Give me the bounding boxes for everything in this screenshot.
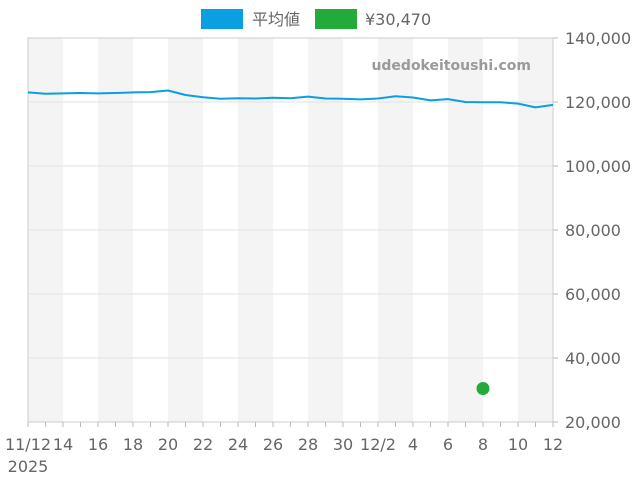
x-tick-label: 28 [298,435,318,454]
x-tick-label: 6 [443,435,453,454]
y-tick-label: 20,000 [565,413,621,432]
y-tick-label: 80,000 [565,221,621,240]
x-tick-label: 10 [508,435,528,454]
x-tick-label: 26 [263,435,283,454]
x-tick-label: 8 [478,435,488,454]
x-tick-label: 16 [88,435,108,454]
y-tick-label: 60,000 [565,285,621,304]
y-axis: 20,000 40,000 60,000 80,000 100,000 120,000 14… [553,29,631,432]
x-tick-label: 4 [408,435,418,454]
x-tick-label: 14 [53,435,73,454]
x-tick-label: 30 [333,435,353,454]
legend-swatch-average[interactable] [201,9,243,29]
y-tick-label: 100,000 [565,157,631,176]
x-tick-label: 12/2 [360,435,396,454]
average-price-line [27,89,554,109]
legend-label-price[interactable]: ¥30,470 [365,10,431,29]
legend-swatch-price[interactable] [315,9,357,29]
watermark-text: udedokeitoushi.com [371,58,531,74]
price-point [476,381,490,395]
x-tick-sublabel: 2025 [8,457,49,476]
legend[interactable]: 平均値 ¥30,470 [201,9,431,29]
x-tick-label: 24 [228,435,248,454]
x-tick-label: 18 [123,435,143,454]
x-tick-label: 22 [193,435,213,454]
y-tick-label: 120,000 [565,93,631,112]
x-tick-label: 20 [158,435,178,454]
x-tick-label: 12 [543,435,563,454]
series-layer [27,89,554,395]
legend-label-average[interactable]: 平均値 [252,10,300,29]
y-tick-label: 140,000 [565,29,631,48]
x-tick-label: 11/12 [5,435,51,454]
y-tick-label: 40,000 [565,349,621,368]
